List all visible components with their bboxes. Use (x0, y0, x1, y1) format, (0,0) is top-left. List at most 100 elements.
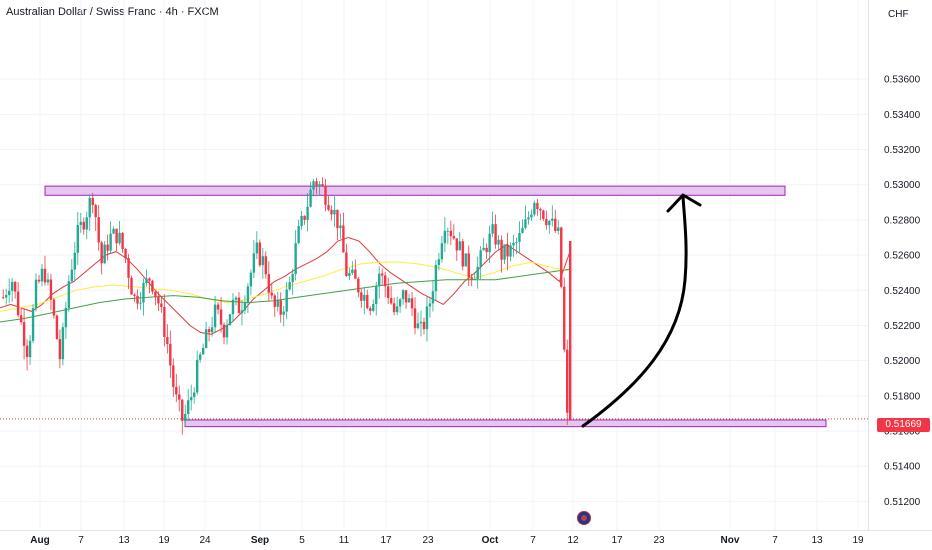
australia-flag-icon[interactable] (577, 511, 591, 525)
ma-fast-line (0, 236, 571, 335)
last-price-badge: 0.51669 (877, 418, 930, 432)
bearish-candle (216, 304, 220, 310)
x-tick-label: 12 (567, 535, 579, 546)
bullish-candle (213, 304, 217, 328)
grid-layer (0, 0, 868, 530)
bullish-candle (512, 242, 515, 246)
bullish-candle (10, 281, 14, 291)
bearish-candle (422, 321, 426, 330)
arrow-layer (581, 193, 702, 428)
bullish-candle (34, 279, 38, 309)
bullish-candle (306, 206, 309, 220)
bearish-candle (58, 339, 62, 360)
bearish-candle (342, 225, 345, 253)
bearish-candle (386, 286, 390, 298)
bearish-candle (151, 280, 154, 292)
bearish-candle (449, 230, 453, 237)
bullish-candle (509, 245, 512, 257)
bullish-candle (488, 233, 491, 253)
bearish-candle (357, 278, 360, 293)
x-tick-label: 7 (772, 535, 778, 546)
bearish-candle (563, 286, 566, 350)
bearish-candle (43, 268, 47, 283)
bullish-candle (255, 242, 259, 254)
bullish-candle (139, 302, 142, 304)
bullish-candle (339, 225, 342, 229)
bearish-candle (392, 303, 396, 313)
bullish-candle (521, 227, 524, 233)
y-tick-label: 0.53200 (884, 145, 921, 156)
bullish-candle (434, 265, 438, 292)
bullish-candle (348, 273, 351, 276)
bullish-candle (190, 397, 193, 401)
bullish-candle (375, 286, 378, 305)
bullish-candle (551, 218, 554, 221)
candle-layer (2, 177, 572, 435)
bullish-candle (428, 303, 432, 307)
x-tick-label: 24 (199, 535, 211, 546)
y-tick-label: 0.53600 (884, 75, 921, 86)
bullish-candle (372, 304, 375, 311)
y-tick-label: 0.51200 (884, 497, 921, 508)
bearish-candle (2, 297, 5, 299)
bearish-candle (94, 205, 97, 218)
bullish-candle (118, 232, 121, 244)
bearish-candle (560, 227, 563, 287)
bearish-candle (82, 221, 85, 230)
bearish-candle (100, 242, 103, 264)
bullish-candle (201, 347, 205, 355)
bearish-candle (383, 275, 387, 287)
bullish-candle (187, 400, 190, 414)
bullish-candle (73, 252, 77, 270)
bullish-candle (548, 220, 551, 226)
bearish-candle (37, 279, 41, 282)
bullish-candle (482, 247, 485, 251)
bullish-candle (246, 286, 250, 303)
bullish-candle (64, 307, 68, 328)
x-tick-label: 19 (852, 535, 864, 546)
bullish-candle (210, 327, 214, 333)
bullish-candle (70, 269, 74, 282)
bullish-candle (443, 230, 447, 244)
bearish-candle (121, 232, 124, 249)
bearish-candle (404, 290, 408, 303)
bullish-candle (4, 295, 8, 298)
bearish-candle (172, 365, 175, 387)
bullish-candle (291, 274, 294, 283)
projection-arrowhead (666, 193, 702, 213)
bullish-candle (103, 244, 106, 264)
bullish-candle (503, 244, 506, 260)
bullish-candle (401, 290, 405, 300)
bullish-candle (446, 230, 450, 232)
bullish-candle (419, 321, 423, 324)
bullish-candle (518, 232, 521, 242)
bullish-candle (240, 310, 244, 314)
bullish-candle (142, 283, 145, 303)
bearish-candle (545, 218, 548, 226)
bearish-candle (279, 300, 282, 315)
resistance-zone (44, 185, 786, 196)
bearish-candle (315, 181, 318, 187)
bearish-candle (354, 269, 357, 279)
bullish-candle (431, 291, 435, 304)
bearish-candle (327, 204, 330, 210)
bearish-candle (97, 217, 100, 243)
bullish-candle (282, 311, 285, 315)
bullish-candle (276, 300, 279, 307)
x-tick-label: 11 (339, 535, 350, 546)
y-tick-label: 0.51400 (884, 462, 921, 473)
bearish-candle (181, 399, 184, 421)
bearish-candle (389, 297, 393, 304)
bullish-candle (333, 209, 336, 215)
bullish-candle (228, 314, 232, 325)
bearish-candle (321, 184, 324, 186)
x-tick-label: 23 (653, 535, 665, 546)
bearish-candle (366, 294, 369, 309)
bearish-candle (267, 274, 270, 293)
bearish-candle (22, 322, 26, 346)
bullish-candle (557, 227, 560, 232)
bullish-candle (192, 392, 196, 398)
bullish-candle (261, 256, 265, 266)
